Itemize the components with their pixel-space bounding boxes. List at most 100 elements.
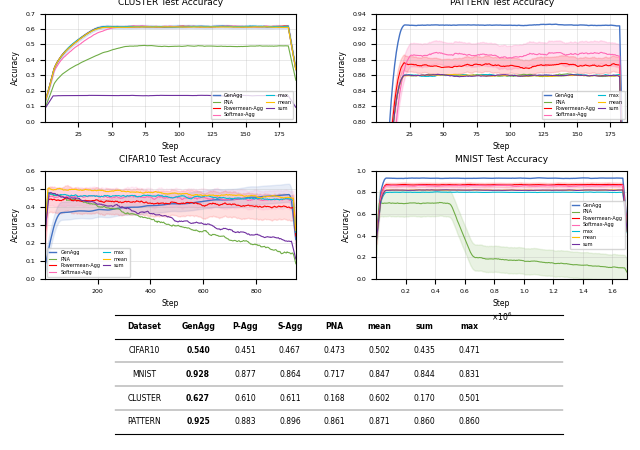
- Powermean-Agg: [401, 60, 408, 66]
- Text: 0.864: 0.864: [279, 370, 301, 379]
- Line: Softmax-Agg: Softmax-Agg: [45, 195, 296, 238]
- Powermean-Agg: [63, 195, 71, 200]
- max: [269, 24, 277, 29]
- max: [292, 66, 300, 72]
- Powermean-Agg: [588, 182, 596, 187]
- PNA: [141, 215, 148, 220]
- Y-axis label: Accuracy: Accuracy: [338, 50, 347, 85]
- Softmax-Agg: [195, 24, 203, 29]
- sum: [527, 73, 534, 78]
- Powermean-Agg: [269, 24, 276, 29]
- Line: max: max: [376, 192, 627, 243]
- sum: [191, 93, 198, 98]
- Text: 0.871: 0.871: [369, 417, 390, 426]
- Powermean-Agg: [403, 182, 410, 187]
- sum: [455, 187, 463, 193]
- max: [141, 193, 148, 198]
- Softmax-Agg: [403, 183, 410, 189]
- Line: mean: mean: [376, 190, 627, 243]
- PNA: [191, 44, 198, 49]
- Text: CLUSTER: CLUSTER: [127, 394, 161, 403]
- max: [292, 230, 300, 235]
- Powermean-Agg: [200, 203, 207, 208]
- PNA: [200, 228, 207, 234]
- PNA: [72, 197, 79, 202]
- Text: 0.847: 0.847: [369, 370, 390, 379]
- Legend: GenAgg, PNA, Powermean-Agg, Softmax-Agg, max, mean, sum: GenAgg, PNA, Powermean-Agg, Softmax-Agg,…: [542, 91, 625, 119]
- mean: [41, 231, 49, 236]
- max: [41, 100, 49, 105]
- GenAgg: [472, 176, 479, 181]
- sum: [41, 106, 49, 112]
- Line: GenAgg: GenAgg: [45, 194, 296, 266]
- sum: [403, 188, 410, 193]
- sum: [523, 73, 531, 78]
- Text: Dataset: Dataset: [127, 322, 161, 331]
- Text: 0.540: 0.540: [186, 346, 210, 355]
- mean: [623, 372, 631, 378]
- Powermean-Agg: [523, 65, 531, 71]
- Legend: GenAgg, PNA, Powermean-Agg, Softmax-Agg, max, mean, sum: GenAgg, PNA, Powermean-Agg, Softmax-Agg,…: [211, 91, 293, 119]
- GenAgg: [218, 23, 226, 29]
- PNA: [436, 200, 444, 205]
- PNA: [455, 221, 463, 226]
- Text: 0.896: 0.896: [279, 417, 301, 426]
- Text: 0.611: 0.611: [279, 394, 301, 403]
- Text: 0.717: 0.717: [324, 370, 346, 379]
- sum: [189, 93, 197, 98]
- PNA: [269, 44, 277, 49]
- Powermean-Agg: [223, 202, 230, 207]
- Softmax-Agg: [124, 193, 131, 198]
- Softmax-Agg: [292, 228, 300, 234]
- Line: mean: mean: [376, 75, 627, 450]
- max: [472, 189, 480, 195]
- Text: 0.928: 0.928: [186, 370, 210, 379]
- Softmax-Agg: [584, 51, 591, 57]
- Softmax-Agg: [372, 239, 380, 245]
- Softmax-Agg: [454, 183, 462, 188]
- PNA: [42, 104, 49, 109]
- Text: 0.627: 0.627: [186, 394, 210, 403]
- Powermean-Agg: [72, 197, 79, 202]
- max: [124, 193, 131, 198]
- Softmax-Agg: [531, 184, 538, 189]
- max: [191, 24, 198, 29]
- GenAgg: [556, 176, 563, 181]
- sum: [72, 196, 79, 201]
- max: [522, 73, 529, 79]
- mean: [42, 97, 49, 103]
- Text: PNA: PNA: [326, 322, 344, 331]
- Line: PNA: PNA: [45, 45, 296, 108]
- PNA: [601, 73, 609, 79]
- Text: 0.473: 0.473: [324, 346, 346, 355]
- Text: max: max: [460, 322, 478, 331]
- max: [219, 23, 227, 29]
- max: [195, 23, 202, 29]
- X-axis label: Step: Step: [162, 299, 179, 308]
- GenAgg: [454, 176, 462, 181]
- max: [554, 189, 562, 195]
- mean: [531, 188, 538, 193]
- Text: P-Agg: P-Agg: [232, 322, 258, 331]
- Line: PNA: PNA: [376, 74, 627, 450]
- PNA: [44, 190, 52, 195]
- sum: [41, 231, 49, 236]
- GenAgg: [292, 237, 300, 242]
- Line: sum: sum: [376, 190, 627, 243]
- Powermean-Agg: [141, 200, 148, 205]
- sum: [623, 373, 631, 378]
- PNA: [372, 238, 380, 244]
- Text: 0.502: 0.502: [369, 346, 390, 355]
- Softmax-Agg: [223, 197, 230, 202]
- mean: [292, 228, 300, 233]
- Text: 0.471: 0.471: [458, 346, 480, 355]
- PNA: [531, 258, 538, 264]
- max: [253, 24, 261, 29]
- mean: [168, 24, 175, 29]
- GenAgg: [199, 199, 207, 204]
- max: [223, 196, 230, 201]
- Softmax-Agg: [130, 23, 138, 28]
- Text: 0.610: 0.610: [234, 394, 256, 403]
- sum: [554, 188, 562, 193]
- mean: [455, 187, 463, 193]
